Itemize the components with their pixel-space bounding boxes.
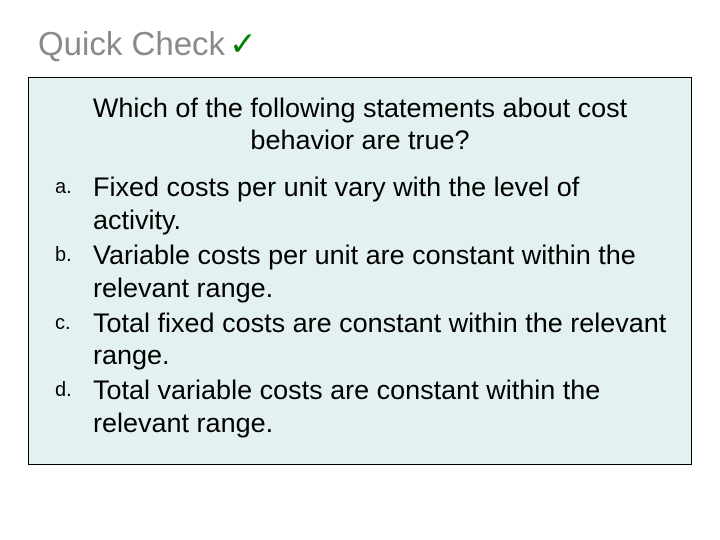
question-text: Which of the following statements about … — [51, 92, 669, 157]
checkmark-icon: ✓ — [229, 25, 257, 62]
question-box: Which of the following statements about … — [28, 77, 692, 465]
slide-title-area: Quick Check✓ — [0, 0, 720, 77]
option-label: b. — [51, 239, 93, 267]
option-text: Total fixed costs are constant within th… — [93, 307, 669, 373]
option-label: c. — [51, 307, 93, 335]
option-label: d. — [51, 374, 93, 402]
option-text: Total variable costs are constant within… — [93, 374, 669, 440]
option-text: Fixed costs per unit vary with the level… — [93, 171, 669, 237]
option-b: b. Variable costs per unit are constant … — [51, 239, 669, 305]
options-list: a. Fixed costs per unit vary with the le… — [51, 171, 669, 441]
option-c: c. Total fixed costs are constant within… — [51, 307, 669, 373]
option-text: Variable costs per unit are constant wit… — [93, 239, 669, 305]
option-a: a. Fixed costs per unit vary with the le… — [51, 171, 669, 237]
option-label: a. — [51, 171, 93, 199]
slide-title: Quick Check — [38, 25, 225, 62]
option-d: d. Total variable costs are constant wit… — [51, 374, 669, 440]
